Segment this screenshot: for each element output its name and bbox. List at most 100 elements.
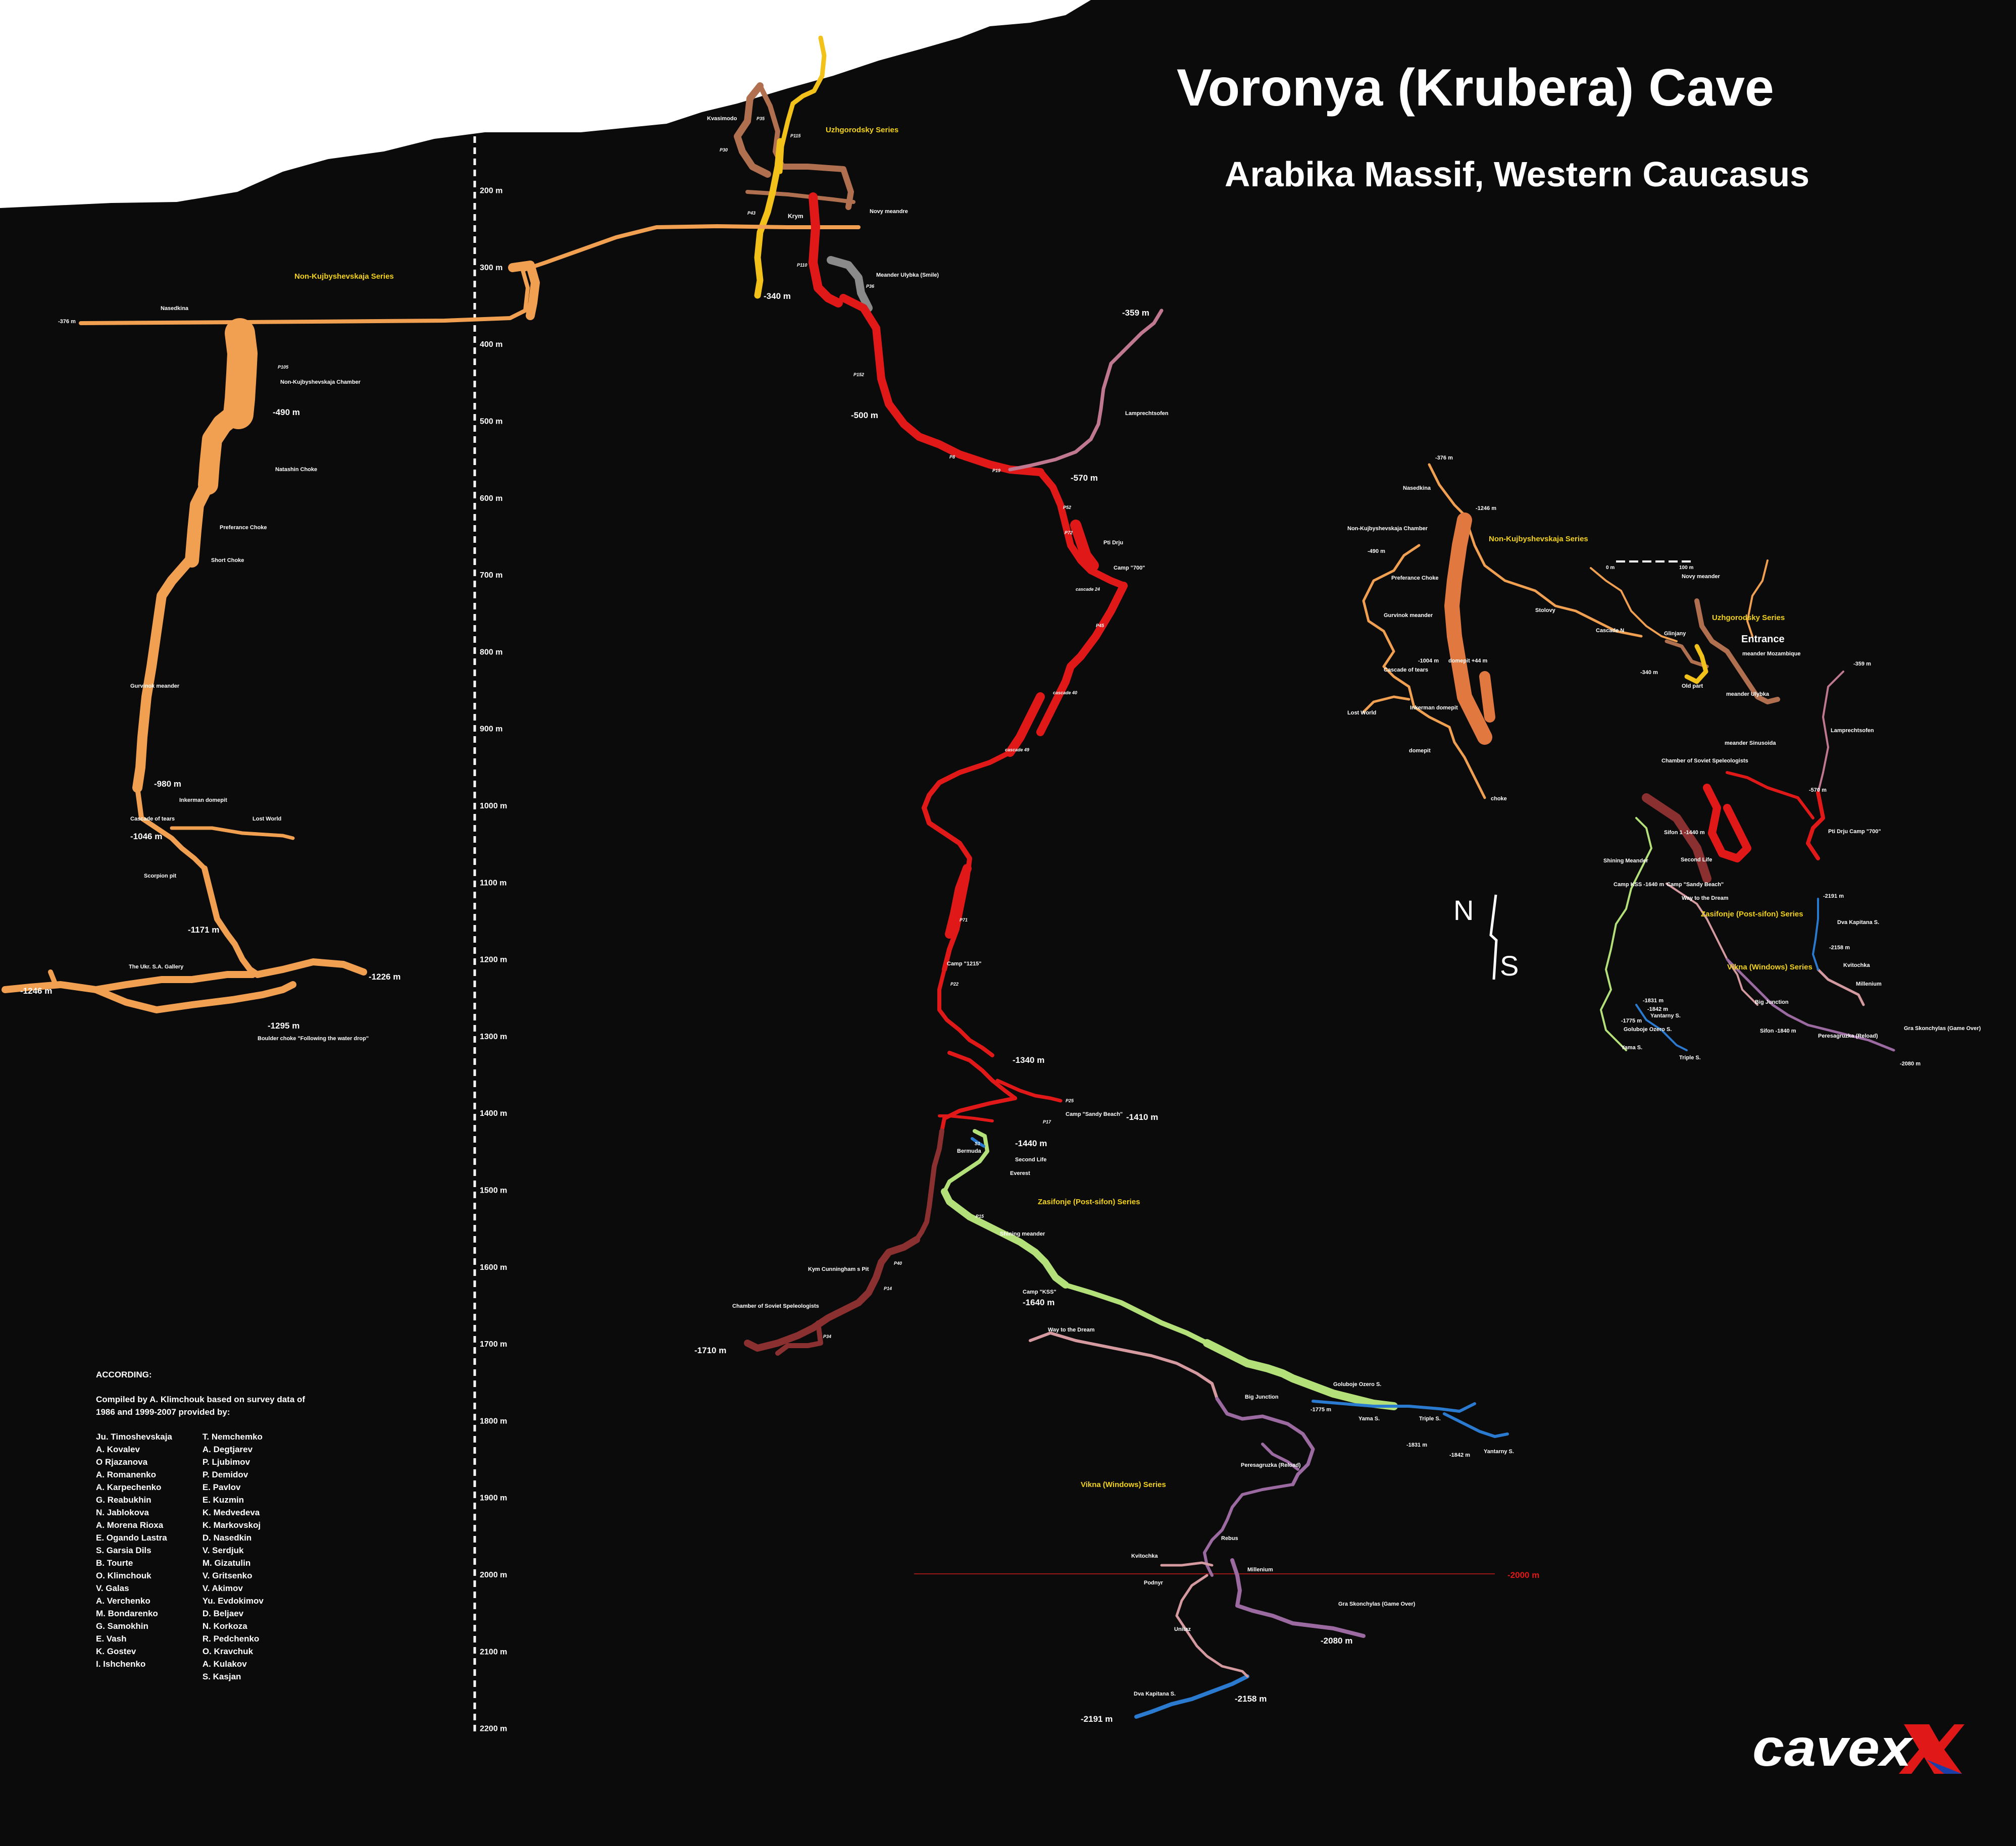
profile-labels: Entrance 2256 m Uzhgorodsky Series Kvasi… bbox=[20, 19, 1539, 1724]
short-choke-label: Short Choke bbox=[211, 557, 244, 563]
subtitle: Arabika Massif, Western Caucasus bbox=[1225, 155, 1810, 194]
credit-name: M. Bondarenko bbox=[96, 1609, 158, 1618]
credit-name: O. Kravchuk bbox=[202, 1647, 254, 1656]
shining-label: Shining meander bbox=[1000, 1231, 1045, 1237]
logo-text: cavex bbox=[1752, 1719, 1914, 1775]
credit-name: D. Beljaev bbox=[202, 1609, 244, 1618]
pv-millenium: Millenium bbox=[1856, 981, 1882, 987]
credit-name: V. Gritsenko bbox=[202, 1571, 253, 1580]
plan-scale-start: 0 m bbox=[1606, 565, 1615, 571]
credits-compiled: Compiled by A. Klimchouk based on survey… bbox=[96, 1395, 306, 1417]
pv-domepit44: domepit +44 m bbox=[1448, 658, 1488, 664]
credit-name: A. Karpechenko bbox=[96, 1482, 162, 1492]
pv-nk-series: Non-Kujbyshevskaja Series bbox=[1489, 535, 1588, 543]
depth-2000: -2000 m bbox=[1507, 1570, 1539, 1580]
non-kujbyshevskaja-series-label: Non-Kujbyshevskaja Series bbox=[294, 272, 394, 281]
pv-stolovy: Stolovy bbox=[1535, 607, 1556, 613]
pitch-cascade40: cascade 40 bbox=[1053, 690, 1077, 695]
pv-nk-chamber: Non-Kujbyshevskaja Chamber bbox=[1347, 526, 1428, 532]
pitch-p45: P45 bbox=[1096, 623, 1104, 628]
pitch-p152: P152 bbox=[853, 372, 864, 377]
kvasimodo-label: Kvasimodo bbox=[707, 116, 737, 122]
pv-meander-sin: meander Sinusoida bbox=[1725, 740, 1776, 746]
depth-1440: -1440 m bbox=[1015, 1139, 1047, 1148]
depth-1340: -1340 m bbox=[1013, 1055, 1044, 1065]
pv-yantarny: Yantarny S. bbox=[1650, 1013, 1681, 1019]
unitaz-label: Unitaz bbox=[1174, 1626, 1191, 1632]
plan-view-labels: -376 m Nasedkina -1246 m Non-Kujbyshevsk… bbox=[1347, 455, 1981, 1067]
krym-label: Krym bbox=[788, 213, 803, 220]
everest-label: Everest bbox=[1010, 1170, 1030, 1176]
pv-way-dream: Way to the Dream bbox=[1682, 895, 1729, 901]
chamber-soviet-label: Chamber of Soviet Speleologists bbox=[732, 1303, 819, 1309]
depth-1842: -1842 m bbox=[1449, 1452, 1470, 1458]
pitch-p22: P22 bbox=[950, 982, 959, 987]
boulder-choke-label: Boulder choke "Following the water drop" bbox=[258, 1036, 369, 1042]
depth-1246: -1246 m bbox=[20, 986, 52, 996]
camp-700-label: Camp "700" bbox=[1114, 565, 1145, 571]
credits-heading: ACCORDING: bbox=[96, 1370, 152, 1379]
dva-kapitana-label: Dva Kapitana S. bbox=[1134, 1691, 1176, 1697]
pitch-p25: P25 bbox=[1066, 1098, 1074, 1103]
credit-name: S. Garsia Dils bbox=[96, 1546, 152, 1555]
inkerman-label: Inkerman domepit bbox=[179, 797, 227, 803]
depth-scale-label: 1300 m bbox=[480, 1033, 507, 1041]
pv-second-life: Second Life bbox=[1681, 857, 1712, 863]
pv-m376: -376 m bbox=[1435, 455, 1453, 461]
credit-name: N. Jablokova bbox=[96, 1508, 149, 1517]
south-label: S bbox=[1500, 950, 1519, 982]
depth-scale-label: 900 m bbox=[480, 725, 502, 734]
credit-name: E. Kuzmin bbox=[202, 1495, 244, 1505]
pitch-p40: P40 bbox=[894, 1261, 902, 1266]
pv-triple: Triple S. bbox=[1679, 1055, 1701, 1061]
pv-m1775: -1775 m bbox=[1621, 1018, 1642, 1024]
depth-2080: -2080 m bbox=[1321, 1636, 1352, 1646]
uzhgorodsky-series-label: Uzhgorodsky Series bbox=[826, 126, 898, 134]
depth-980: -980 m bbox=[154, 779, 181, 789]
credit-name: R. Pedchenko bbox=[202, 1634, 260, 1644]
triple-label: Triple S. bbox=[1419, 1416, 1441, 1422]
pv-m2191: -2191 m bbox=[1823, 893, 1844, 899]
pv-lost-world: Lost World bbox=[1347, 710, 1376, 716]
credits-columns: Ju. Timoshevskaja A. Kovalev O Rjazanova A.… bbox=[96, 1430, 308, 1683]
pv-inkerman: Inkerman domepit bbox=[1410, 705, 1458, 711]
depth-scale-label: 1000 m bbox=[480, 802, 507, 810]
pv-m340: -340 m bbox=[1640, 670, 1658, 676]
credits-col-1: Ju. Timoshevskaja A. Kovalev O Rjazanova A.… bbox=[96, 1430, 172, 1683]
depth-scale-label: 1500 m bbox=[480, 1187, 507, 1195]
pv-m1842: -1842 m bbox=[1647, 1006, 1668, 1012]
pv-m1246: -1246 m bbox=[1476, 505, 1496, 511]
depth-scale-label: 1400 m bbox=[480, 1109, 507, 1118]
pv-meander-ulybka: meander Ulybka bbox=[1726, 691, 1770, 697]
kvitochka-label: Kvitochka bbox=[1131, 1553, 1158, 1559]
depth-scale-label: 700 m bbox=[480, 571, 502, 580]
credit-name: A. Morena Rioxa bbox=[96, 1520, 164, 1530]
credit-name: Ju. Timoshevskaja bbox=[96, 1432, 172, 1442]
depth-1171: -1171 m bbox=[188, 925, 219, 935]
pitch-p14: P14 bbox=[884, 1286, 892, 1291]
depth-scale-label: 2100 m bbox=[480, 1648, 507, 1656]
pv-sifon1840: Sifon -1840 m bbox=[1760, 1028, 1796, 1034]
depth-1046: -1046 m bbox=[130, 832, 162, 841]
camp-sandy-label: Camp "Sandy Beach" bbox=[1066, 1111, 1123, 1117]
pitch-p15: P15 bbox=[976, 1214, 984, 1219]
credit-name: V. Akimov bbox=[202, 1583, 243, 1593]
entrance-label: Entrance bbox=[828, 19, 872, 30]
depth-scale-label: 300 m bbox=[480, 264, 502, 272]
pv-kvitochka: Kvitochka bbox=[1843, 962, 1870, 968]
depth-scale-label: 1100 m bbox=[480, 879, 507, 887]
preferance-label: Preferance Choke bbox=[220, 525, 267, 531]
credit-name: O Rjazanova bbox=[96, 1457, 148, 1467]
depth-1710: -1710 m bbox=[694, 1346, 726, 1355]
lost-world-label: Lost World bbox=[253, 816, 281, 822]
depth-scale-label: 1700 m bbox=[480, 1340, 507, 1349]
pv-gurvinok: Gurvinok meander bbox=[1384, 612, 1433, 619]
pv-m2080: -2080 m bbox=[1900, 1061, 1921, 1067]
credit-name: V. Serdjuk bbox=[202, 1546, 244, 1555]
pv-choke: choke bbox=[1491, 796, 1507, 802]
depth-scale-label: 600 m bbox=[480, 494, 502, 503]
pitch-p19: P19 bbox=[992, 468, 1000, 473]
rebus-label: Rebus bbox=[1221, 1535, 1238, 1542]
depth-scale-label: 100 m bbox=[480, 110, 502, 118]
